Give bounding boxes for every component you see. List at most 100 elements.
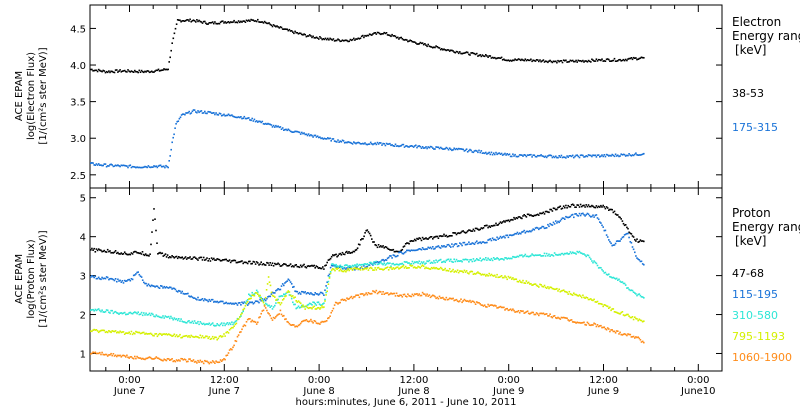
electron-data-point: [407, 145, 409, 148]
electron-data-point: [487, 152, 489, 155]
proton-data-point: [173, 333, 176, 336]
proton-data-point: [594, 323, 597, 325]
proton-data-point: [93, 276, 95, 279]
proton-data-point: [365, 229, 367, 232]
proton-data-point: [199, 256, 202, 259]
proton-data-point: [439, 235, 442, 237]
proton-data-point: [302, 304, 304, 306]
proton-data-point: [215, 360, 217, 362]
proton-data-point: [349, 252, 351, 254]
proton-data-point: [234, 320, 237, 323]
proton-data-point: [241, 301, 243, 304]
proton-data-point: [585, 204, 587, 206]
electron-data-point: [526, 59, 529, 61]
proton-data-point: [146, 357, 148, 360]
proton-data-point: [157, 286, 160, 289]
electron-data-point: [143, 71, 145, 74]
proton-data-point: [514, 311, 516, 313]
electron-data-point: [148, 71, 151, 74]
proton-data-point: [559, 205, 562, 208]
proton-data-point: [283, 284, 285, 287]
electron-data-point: [95, 69, 98, 72]
proton-data-point: [350, 266, 353, 268]
proton-data-point: [237, 334, 240, 336]
electron-y-label-line-3: [1/(cm²s ster MeV)]: [38, 47, 49, 144]
proton-data-point: [406, 242, 408, 244]
electron-data-point: [627, 154, 629, 157]
proton-data-point: [228, 302, 231, 305]
proton-data-point: [450, 235, 452, 237]
proton-data-point: [164, 333, 167, 336]
proton-data-point: [197, 320, 199, 323]
proton-data-point: [401, 265, 404, 268]
electron-data-point: [603, 60, 606, 62]
proton-data-point: [184, 321, 187, 324]
proton-data-point: [329, 257, 332, 260]
electron-data-point: [222, 20, 224, 22]
electron-data-point: [521, 154, 523, 156]
electron-data-point: [167, 166, 169, 169]
electron-data-point: [349, 141, 352, 144]
proton-data-point: [531, 284, 533, 286]
electron-data-point: [550, 60, 553, 63]
proton-data-point: [385, 292, 388, 294]
proton-data-point: [451, 243, 453, 245]
electron-data-point: [148, 166, 151, 168]
electron-data-point: [288, 129, 291, 132]
electron-data-point: [248, 117, 250, 119]
electron-data-point: [357, 141, 360, 144]
electron-data-point: [622, 58, 625, 61]
electron-data-point: [294, 30, 296, 33]
proton-data-point: [619, 331, 621, 334]
electron-data-point: [311, 36, 313, 39]
electron-data-point: [160, 165, 163, 168]
electron-data-point: [364, 34, 366, 37]
electron-data-point: [392, 35, 395, 37]
proton-data-point: [643, 240, 645, 243]
proton-data-point: [193, 320, 196, 322]
proton-data-point: [568, 320, 571, 322]
proton-data-point: [294, 290, 296, 292]
electron-data-point: [562, 156, 565, 158]
proton-data-point: [377, 244, 380, 246]
electron-data-point: [189, 112, 192, 115]
proton-data-point: [220, 259, 223, 262]
proton-data-point: [106, 276, 109, 279]
electron-data-point: [227, 113, 230, 116]
electron-data-point: [637, 154, 639, 156]
proton-data-point: [569, 251, 572, 253]
electron-data-point: [217, 22, 220, 25]
proton-data-point: [296, 290, 299, 293]
electron-data-point: [636, 58, 638, 61]
electron-data-point: [436, 146, 439, 148]
proton-data-point: [216, 258, 218, 260]
proton-data-point: [416, 261, 418, 263]
electron-data-point: [176, 120, 178, 123]
proton-data-point: [626, 334, 628, 337]
proton-data-point: [606, 236, 609, 238]
proton-data-point: [261, 310, 264, 312]
proton-data-point: [361, 238, 363, 240]
electron-data-point: [315, 36, 318, 39]
proton-data-point: [333, 304, 336, 306]
electron-data-point: [417, 43, 419, 45]
proton-data-point: [360, 293, 363, 295]
proton-data-point: [303, 319, 305, 322]
proton-data-point: [239, 331, 241, 334]
electron-y-tick-label: 4.0: [70, 61, 86, 72]
proton-data-point: [105, 251, 108, 253]
electron-data-point: [397, 145, 399, 147]
proton-data-point: [223, 259, 225, 261]
proton-data-point: [197, 296, 199, 299]
proton-data-point: [149, 332, 152, 335]
proton-data-point: [90, 330, 92, 332]
electron-data-point: [532, 154, 534, 156]
proton-data-point: [143, 331, 145, 334]
proton-data-point: [387, 256, 390, 259]
proton-data-point: [522, 310, 524, 312]
electron-data-point: [640, 56, 643, 59]
proton-data-point: [216, 361, 218, 363]
proton-data-point: [384, 246, 387, 248]
proton-data-point: [530, 283, 532, 285]
electron-data-point: [271, 126, 274, 128]
